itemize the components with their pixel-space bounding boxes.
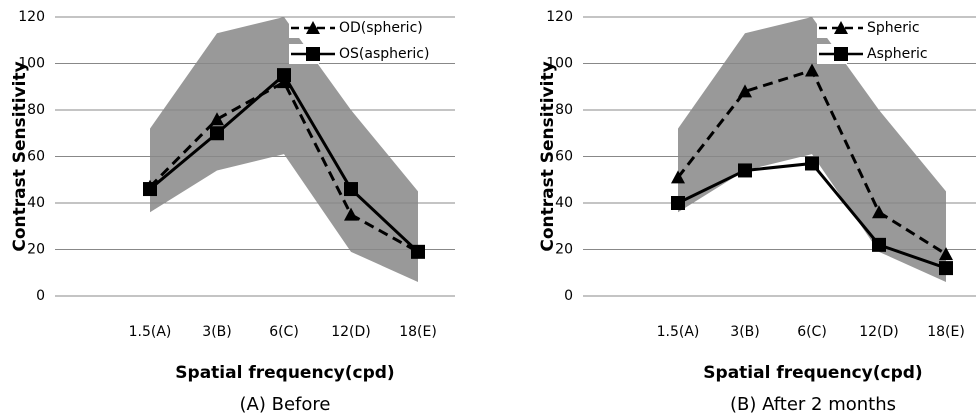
marker [210,112,224,126]
y-tick-label: 20 [555,242,573,258]
y-tick-label: 60 [27,149,45,165]
marker [306,21,320,34]
y-tick-label: 120 [18,9,45,25]
y-tick-label: 80 [27,102,45,118]
x-tick-label: 18(E) [399,324,437,340]
marker [306,47,320,61]
legend-label: OS(aspheric) [339,46,429,62]
y-tick-label: 40 [555,195,573,211]
x-tick-label: 12(D) [331,324,371,340]
marker [834,47,848,61]
caption: (B) After 2 months [730,394,896,415]
x-tick-label: 3(B) [730,324,759,340]
y-tick-label: 80 [555,102,573,118]
marker [805,63,819,77]
x-tick-label: 1.5(A) [129,324,172,340]
x-tick-label: 12(D) [859,324,899,340]
x-axis-title: Spatial frequency(cpd) [703,363,922,383]
marker [671,170,685,184]
x-tick-label: 6(C) [797,324,827,340]
marker [344,182,358,197]
legend-label: OD(spheric) [339,20,423,36]
y-axis-title: Contrast Sensitivity [10,61,30,251]
marker [671,196,685,210]
caption: (A) Before [240,394,331,415]
marker [872,237,886,252]
x-tick-label: 1.5(A) [657,324,700,340]
y-tick-label: 0 [564,288,573,304]
x-tick-label: 3(B) [202,324,231,340]
y-tick-label: 100 [546,56,573,72]
y-axis-title: Contrast Sensitivity [538,61,558,251]
marker [143,182,157,197]
marker [277,68,291,83]
y-tick-label: 120 [546,9,573,25]
marker [834,21,848,34]
marker [411,244,425,259]
x-tick-label: 6(C) [269,324,299,340]
marker [805,156,819,171]
marker [738,163,752,178]
marker [738,84,752,98]
y-tick-label: 40 [27,195,45,211]
y-tick-label: 20 [27,242,45,258]
y-tick-label: 100 [18,56,45,72]
legend-label: Spheric [867,20,920,36]
x-axis-title: Spatial frequency(cpd) [175,363,394,383]
marker [939,261,953,276]
y-tick-label: 0 [36,288,45,304]
marker [344,207,358,221]
legend-label: Aspheric [867,46,928,62]
marker [872,205,886,219]
x-tick-label: 18(E) [927,324,965,340]
series-line [148,80,419,254]
marker [210,126,224,141]
marker [939,247,953,261]
y-tick-label: 60 [555,149,573,165]
